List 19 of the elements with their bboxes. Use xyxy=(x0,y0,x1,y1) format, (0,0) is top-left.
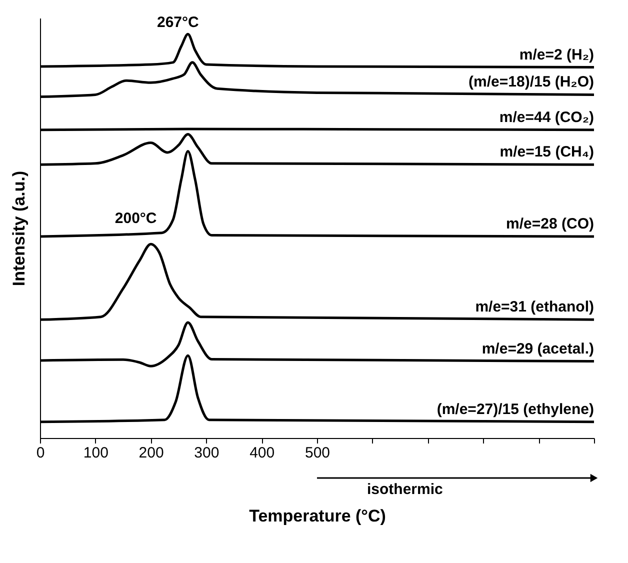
x-tick-label: 300 xyxy=(194,444,220,462)
series-label: m/e=29 (acetal.) xyxy=(482,340,594,358)
series-label: m/e=28 (CO) xyxy=(506,215,594,232)
series-label: m/e=15 (CH₄) xyxy=(500,144,594,161)
series-label: m/e=44 (CO₂) xyxy=(499,108,594,126)
annotation: 200°C xyxy=(114,210,157,228)
series-label: m/e=2 (H₂) xyxy=(519,46,594,64)
series-label: m/e=31 (ethanol) xyxy=(475,298,594,316)
series-label: (m/e=27)/15 (ethylene) xyxy=(436,400,594,418)
x-tick-label: 400 xyxy=(250,444,275,462)
text: isothermic xyxy=(367,481,443,498)
x-tick-label: 200 xyxy=(138,444,164,462)
series-label: (m/e=18)/15 (H₂O) xyxy=(468,74,594,91)
x-tick-label: 0 xyxy=(36,444,45,462)
annotation: 267°C xyxy=(156,14,200,32)
y-axis-title: Intensity (a.u.) xyxy=(10,170,28,286)
x-tick-label: 100 xyxy=(83,444,108,462)
x-tick-label: 500 xyxy=(304,444,330,462)
x-axis-title: Temperature (°C) xyxy=(249,506,386,526)
